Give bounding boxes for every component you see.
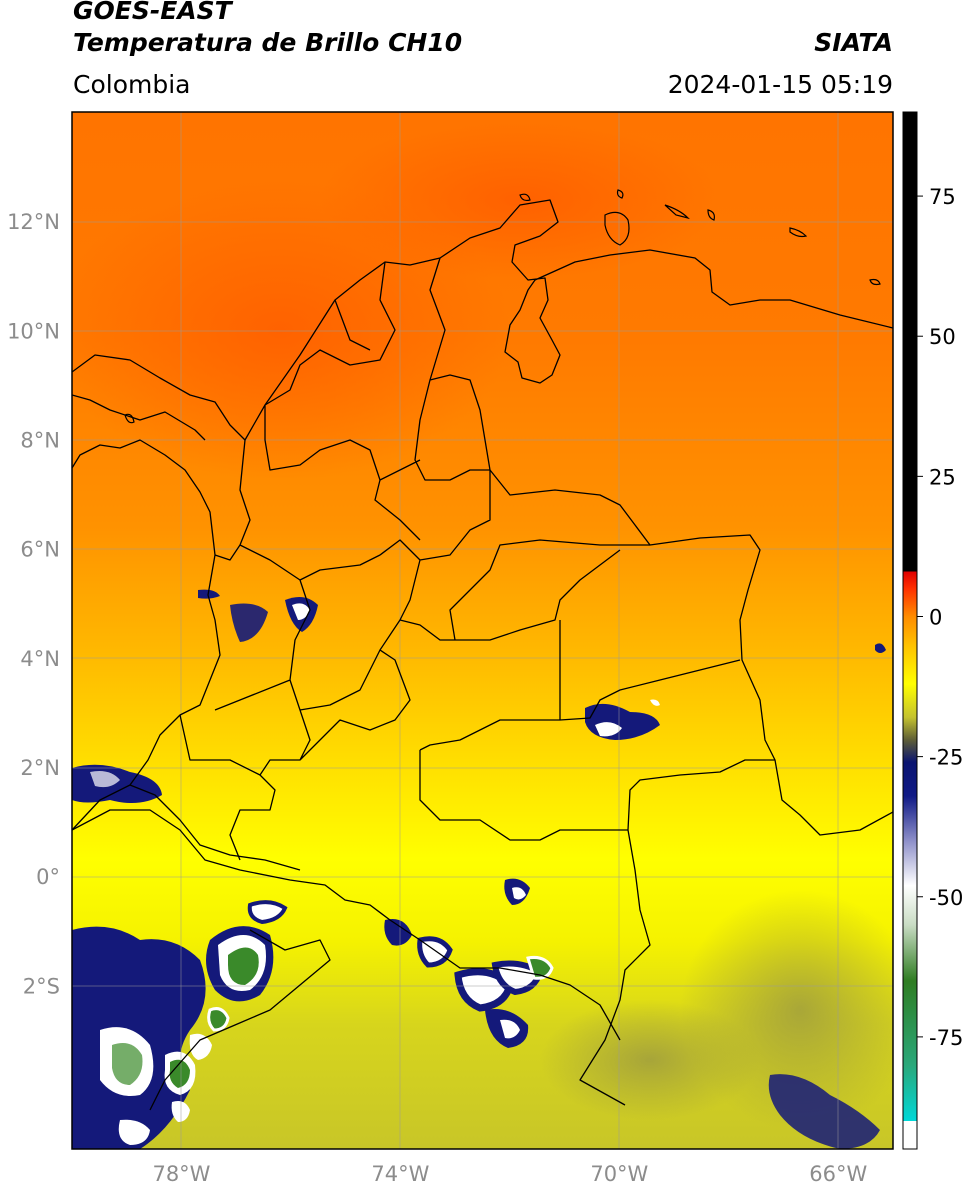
latitude-label: 4°N xyxy=(20,647,60,671)
graticule xyxy=(72,112,893,1149)
cool-region xyxy=(540,1000,760,1120)
border-ecuador-peru xyxy=(149,929,331,1111)
latitude-label: 0° xyxy=(36,865,60,889)
cloud-cluster-west xyxy=(72,589,318,804)
latitude-label: 2°S xyxy=(23,974,60,998)
border-colombia-peru xyxy=(72,809,621,1041)
colorbar-tick-label: -25 xyxy=(929,746,963,770)
latitude-label: 12°N xyxy=(7,210,60,234)
latitude-label: 10°N xyxy=(7,319,60,343)
colorbar-tick-label: 25 xyxy=(929,465,956,489)
timestamp-label: 2024-01-15 05:19 xyxy=(667,70,893,99)
product-title: Temperatura de Brillo CH10 xyxy=(73,28,463,57)
border-colombia-ecuador xyxy=(129,784,301,871)
colorbar-ticks: 75 50 25 0 -25 -50 -75 xyxy=(917,185,963,1050)
colorbar-tick-label: -75 xyxy=(929,1026,963,1050)
longitude-label: 78°W xyxy=(152,1162,210,1186)
longitude-label: 66°W xyxy=(809,1162,867,1186)
latitude-label: 8°N xyxy=(20,428,60,452)
longitude-labels: 78°W 74°W 70°W 66°W xyxy=(152,1162,867,1186)
colorbar-tick-label: -50 xyxy=(929,886,963,910)
region-label: Colombia xyxy=(73,70,191,99)
latitude-label: 6°N xyxy=(20,538,60,562)
warm-region xyxy=(320,120,720,280)
colorbar-scale xyxy=(903,112,917,1149)
colorbar-tick-label: 0 xyxy=(929,605,942,629)
latitude-labels: 12°N 10°N 8°N 6°N 4°N 2°N 0° 2°S xyxy=(7,210,60,998)
cloud-cluster-southwest xyxy=(72,900,288,1149)
colorbar: 75 50 25 0 -25 -50 -75 xyxy=(902,111,963,1150)
longitude-label: 74°W xyxy=(371,1162,429,1186)
longitude-label: 70°W xyxy=(590,1162,648,1186)
panama-coast xyxy=(72,394,206,441)
latitude-label: 2°N xyxy=(20,756,60,780)
coastlines-and-borders xyxy=(72,199,893,1111)
cloud-cluster-central-east xyxy=(585,699,660,740)
border-colombia-brazil xyxy=(579,759,775,1106)
colorbar-tick-label: 50 xyxy=(929,325,956,349)
cloud-cluster-south-central xyxy=(384,878,554,1048)
internal-borders xyxy=(179,257,741,861)
colorbar-tick-label: 75 xyxy=(929,185,956,209)
islands xyxy=(124,189,881,424)
colorbar-frame xyxy=(902,111,918,1150)
source-label: SIATA xyxy=(814,28,893,57)
map-frame xyxy=(71,111,894,1150)
pacific-coastline xyxy=(72,439,221,831)
satellite-title: GOES-EAST xyxy=(73,0,232,25)
map-area xyxy=(72,112,893,1149)
border-colombia-venezuela xyxy=(489,469,893,836)
cloud-cluster-southeast xyxy=(768,643,886,1149)
